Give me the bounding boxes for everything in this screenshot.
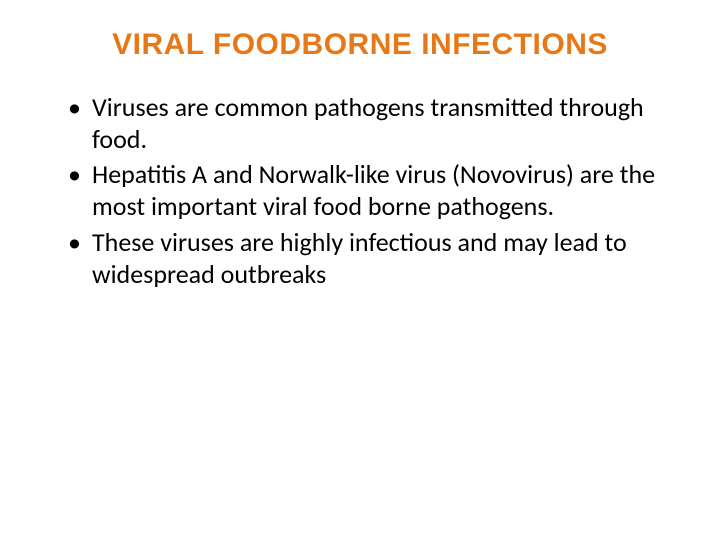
bullet-list: Viruses are common pathogens transmitted…: [40, 92, 680, 290]
slide-title: VIRAL FOODBORNE INFECTIONS: [40, 28, 680, 62]
slide-container: VIRAL FOODBORNE INFECTIONS Viruses are c…: [0, 0, 720, 540]
list-item: Hepatitis A and Norwalk-like virus (Novo…: [68, 159, 680, 222]
list-item: Viruses are common pathogens transmitted…: [68, 92, 680, 155]
list-item: These viruses are highly infectious and …: [68, 227, 680, 290]
